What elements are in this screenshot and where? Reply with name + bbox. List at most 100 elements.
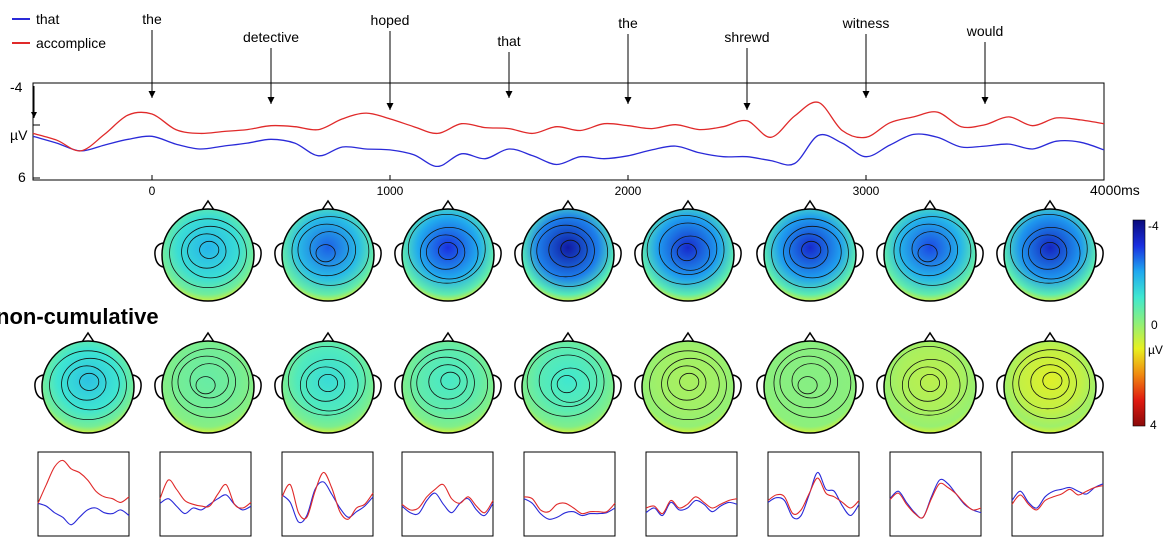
panel-frame <box>1011 451 1104 537</box>
nose <box>923 199 937 211</box>
word-label: that <box>497 33 520 49</box>
nose <box>201 331 215 343</box>
scalp-topography <box>514 199 622 302</box>
head-outline <box>521 340 615 434</box>
nose <box>803 331 817 343</box>
ear-right <box>732 242 742 268</box>
panel-frame <box>645 451 738 537</box>
contour-line <box>416 356 475 410</box>
ear-left <box>514 242 524 268</box>
panel-series-accomplice <box>1011 485 1104 511</box>
scalp-topography <box>756 199 864 302</box>
head-outline <box>883 340 977 434</box>
ear-right <box>372 374 382 400</box>
contour-line <box>1018 356 1077 410</box>
panel-series-accomplice <box>401 483 494 514</box>
colorbar-unit-label: µV <box>1148 343 1163 357</box>
contour-line <box>305 366 346 402</box>
contour-line <box>407 213 486 284</box>
contour-line <box>530 217 609 287</box>
contour-line <box>1021 226 1081 280</box>
ear-right <box>252 242 262 268</box>
scalp-topography <box>274 331 382 434</box>
contour-line <box>79 372 100 391</box>
y-unit-label: µV <box>10 127 28 143</box>
contour-line <box>410 349 489 419</box>
contour-line <box>1042 371 1063 390</box>
head-outline <box>161 340 255 434</box>
contour-line <box>315 244 336 263</box>
legend-label-that: that <box>36 11 59 27</box>
ear-right <box>372 242 382 268</box>
word-arrow-head <box>386 103 394 110</box>
word-arrow-head <box>148 91 156 98</box>
contour-line <box>67 365 107 401</box>
panel-series-that <box>159 494 252 515</box>
nose <box>1043 199 1057 211</box>
nose <box>1043 331 1057 343</box>
contour-line <box>801 240 822 259</box>
word-label: the <box>618 15 638 31</box>
contour-line <box>661 357 720 411</box>
panel-series-that <box>1011 483 1104 509</box>
ear-left <box>876 242 886 268</box>
word-erp-panel <box>281 451 374 537</box>
panel-frame <box>523 451 616 537</box>
x-axis-end-label: 4000ms <box>1090 182 1140 198</box>
ear-left <box>274 374 284 400</box>
erp-waveform-plot: -4 µV 6 0 1000 2000 3000 4000ms the detectiv… <box>10 11 1140 198</box>
contour-line <box>667 365 707 401</box>
contour-line <box>187 233 227 269</box>
head-outline <box>401 208 495 302</box>
ear-left <box>394 374 404 400</box>
contour-line <box>419 226 479 280</box>
contour-line <box>437 241 459 261</box>
panel-frame <box>159 451 252 537</box>
contour-line <box>425 234 466 270</box>
word-arrow-head <box>981 97 989 104</box>
panel-series-accomplice <box>645 496 738 515</box>
scalp-topography <box>634 331 742 434</box>
nose <box>561 199 575 211</box>
panel-frame <box>281 451 374 537</box>
panel-series-accomplice <box>37 459 130 504</box>
contour-line <box>670 235 711 271</box>
word-erp-panel <box>1011 451 1104 537</box>
contour-line <box>1039 241 1061 261</box>
nose <box>681 331 695 343</box>
panel-frame <box>37 451 130 537</box>
word-erp-panel <box>523 451 616 537</box>
ear-left <box>154 242 164 268</box>
ear-left <box>154 374 164 400</box>
head-outline <box>883 208 977 302</box>
contour-line <box>646 215 725 285</box>
head-outline <box>281 340 375 434</box>
contour-line <box>536 224 595 278</box>
word-label: hoped <box>371 12 410 28</box>
head-outline <box>161 208 255 302</box>
ear-right <box>854 242 864 268</box>
nose <box>561 331 575 343</box>
contour-line <box>797 376 818 395</box>
head-outline <box>1003 208 1097 302</box>
contour-line <box>783 225 842 279</box>
y-tick-top: -4 <box>10 79 23 95</box>
ear-left <box>634 242 644 268</box>
panel-frame <box>767 451 860 537</box>
contour-line <box>789 233 829 269</box>
series-line-that <box>32 133 1105 168</box>
contour-line <box>297 223 357 277</box>
panel-series-accomplice <box>523 496 616 515</box>
contour-line <box>899 223 959 277</box>
word-erp-panels <box>37 451 1104 537</box>
panel-series-that <box>37 502 130 526</box>
contour-line <box>61 357 120 411</box>
ear-right <box>612 242 622 268</box>
contour-line <box>538 354 598 408</box>
word-arrow-head <box>624 97 632 104</box>
contour-line <box>1009 213 1088 284</box>
word-erp-panel <box>159 451 252 537</box>
scalp-topography <box>876 331 984 434</box>
nose <box>923 331 937 343</box>
